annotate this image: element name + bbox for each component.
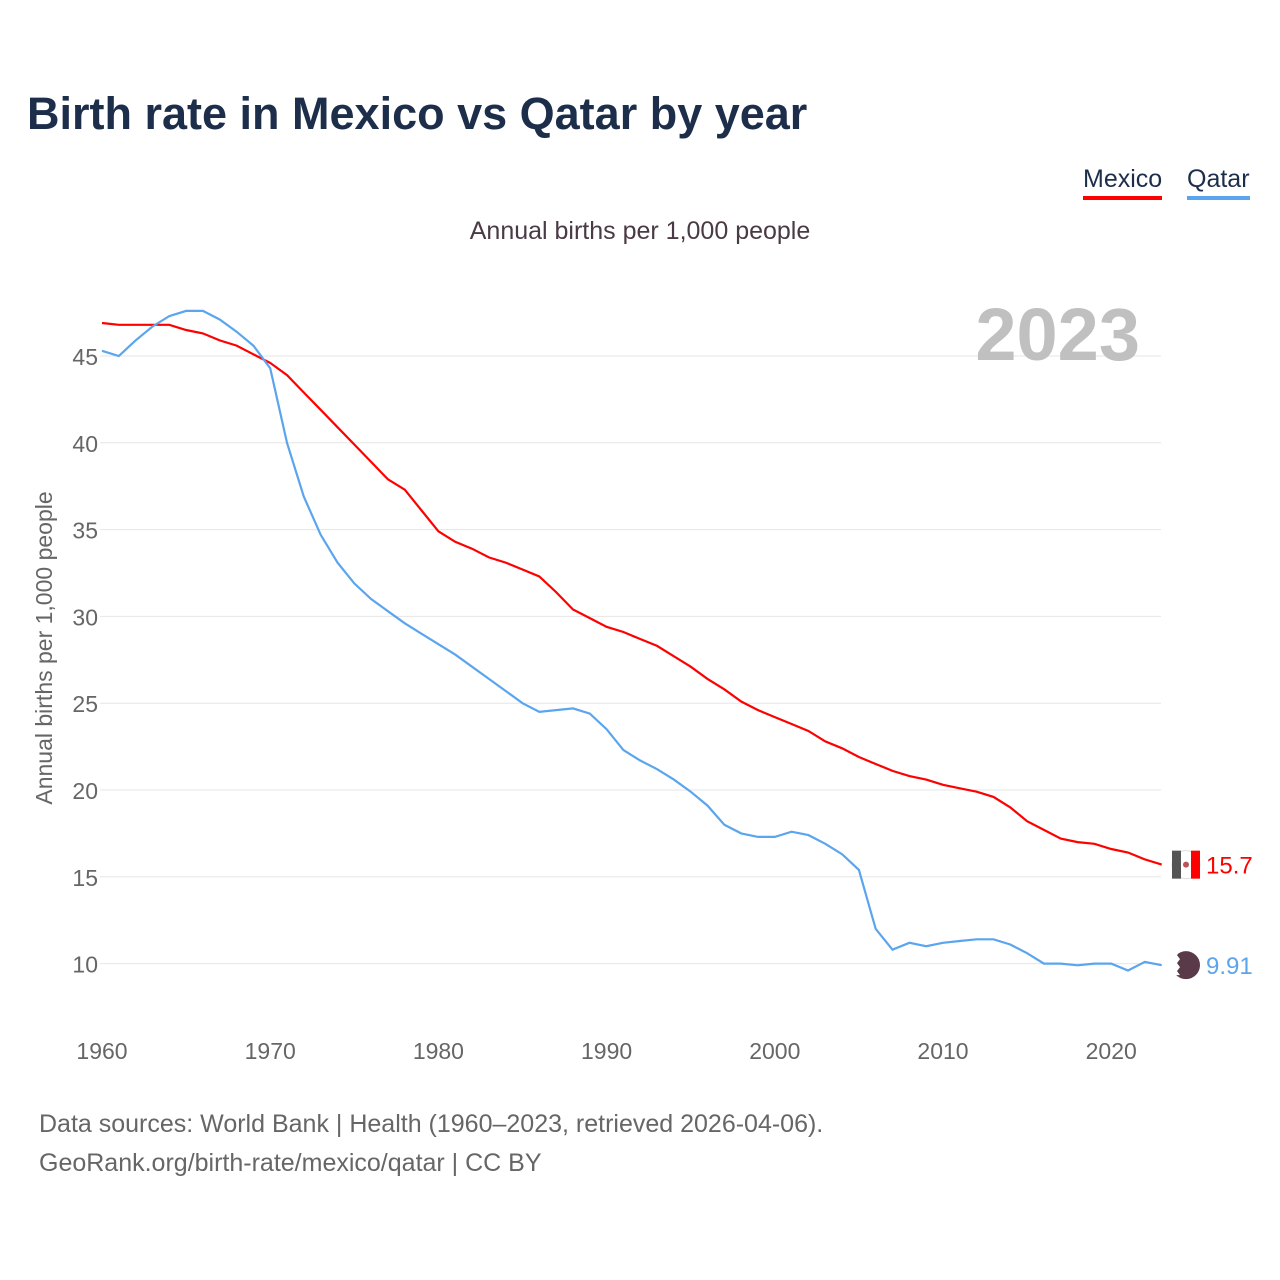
- year-watermark: 2023: [975, 293, 1140, 376]
- y-tick-label: 45: [72, 344, 98, 370]
- footer: Data sources: World Bank | Health (1960–…: [39, 1105, 823, 1183]
- x-tick-label: 1990: [581, 1038, 632, 1064]
- x-tick-label: 2000: [749, 1038, 800, 1064]
- flag-qatar-white-icon: [1172, 951, 1180, 976]
- flag-mexico-emblem-icon: [1183, 861, 1189, 868]
- y-tick-label: 20: [72, 778, 98, 804]
- x-tick-label: 1960: [76, 1038, 127, 1064]
- x-tick-label: 1970: [245, 1038, 296, 1064]
- legend-mexico[interactable]: Mexico: [1083, 165, 1163, 200]
- x-tick-label: 2010: [917, 1038, 968, 1064]
- chart-title: Birth rate in Mexico vs Qatar by year: [27, 88, 808, 139]
- y-tick-label: 10: [72, 952, 98, 978]
- x-tick-label: 2020: [1086, 1038, 1137, 1064]
- x-tick-label: 1980: [413, 1038, 464, 1064]
- y-tick-label: 15: [72, 865, 98, 891]
- footer-link[interactable]: GeoRank.org/birth-rate/mexico/qatar | CC…: [39, 1149, 542, 1177]
- series-line-qatar: [101, 309, 1162, 972]
- end-label-mexico: 15.7: [1206, 853, 1253, 880]
- series-line-mexico: [101, 321, 1163, 866]
- y-tick-label: 35: [72, 518, 98, 544]
- flag-mexico-red-icon: [1191, 850, 1200, 879]
- flag-mexico-green-icon: [1172, 850, 1181, 879]
- legend-qatar[interactable]: Qatar: [1187, 165, 1250, 200]
- y-tick-label: 25: [72, 691, 98, 717]
- footer-sources: Data sources: World Bank | Health (1960–…: [39, 1110, 824, 1138]
- y-axis-label: Annual births per 1,000 people: [31, 491, 57, 804]
- chart-subtitle: Annual births per 1,000 people: [469, 217, 811, 245]
- y-tick-label: 40: [72, 431, 98, 457]
- end-label-qatar: 9.91: [1206, 953, 1253, 980]
- y-tick-label: 30: [72, 604, 98, 630]
